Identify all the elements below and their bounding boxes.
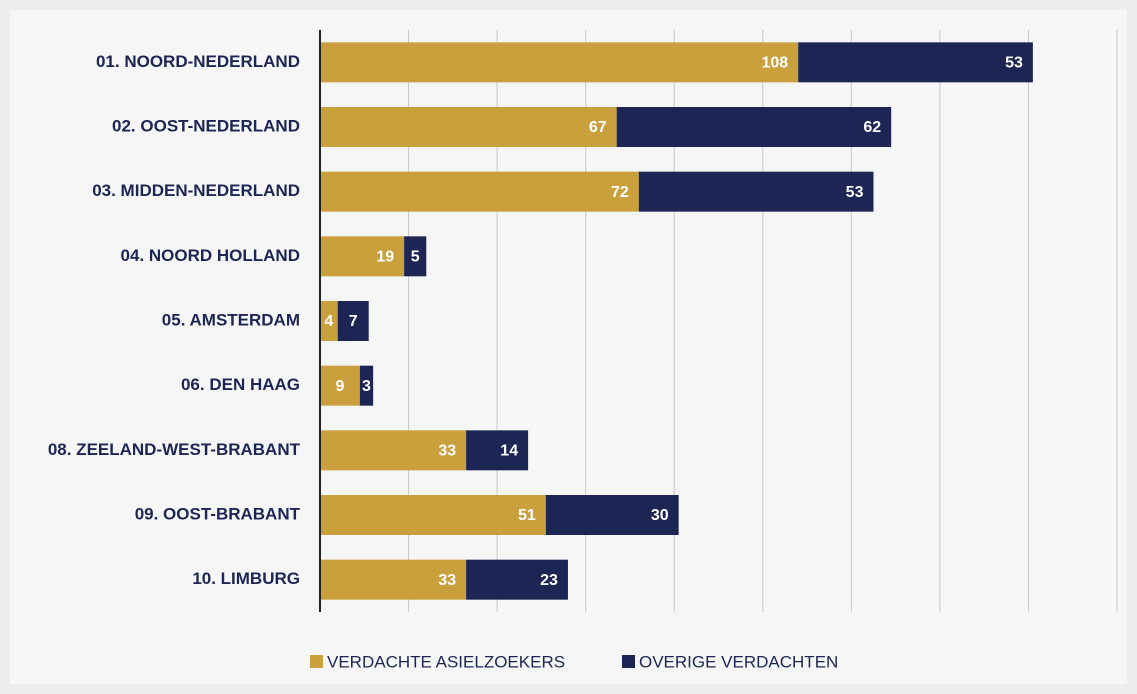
bar-segment	[545, 495, 679, 535]
data-label: 62	[863, 119, 881, 136]
data-label: 67	[589, 119, 607, 136]
bar-segment	[320, 365, 360, 406]
data-label: 108	[761, 55, 788, 72]
data-label: 3	[362, 378, 371, 395]
data-label: 14	[500, 443, 518, 460]
bar-segment	[320, 559, 467, 600]
data-label: 23	[540, 572, 558, 589]
y-tick-label: 08. ZEELAND-WEST-BRABANT	[48, 440, 301, 459]
y-tick-label: 05. AMSTERDAM	[162, 310, 300, 329]
bar-segment	[337, 301, 369, 341]
data-label: 9	[335, 378, 344, 395]
bar-segment	[638, 171, 874, 212]
bar-segment	[320, 42, 799, 83]
y-tick-label: 09. OOST-BRABANT	[135, 504, 301, 523]
bar-segment	[466, 559, 568, 600]
bar-segment	[320, 301, 338, 341]
data-label: 7	[349, 313, 358, 330]
bar-segment	[320, 495, 546, 535]
data-label: 5	[411, 249, 420, 266]
data-label: 33	[438, 572, 456, 589]
data-label: 51	[518, 507, 536, 524]
y-tick-label: 10. LIMBURG	[192, 569, 300, 588]
bar-segment	[359, 365, 374, 406]
bar-segment	[320, 430, 467, 471]
y-tick-label: 04. NOORD HOLLAND	[121, 246, 300, 265]
bar-segment	[616, 107, 892, 147]
data-label: 53	[1005, 55, 1023, 72]
y-tick-label: 02. OOST-NEDERLAND	[112, 116, 300, 135]
data-label: 33	[438, 443, 456, 460]
bar-segment	[466, 430, 529, 471]
legend-swatch	[622, 655, 635, 668]
data-label: 19	[376, 249, 394, 266]
data-label: 53	[846, 184, 864, 201]
data-label: 4	[324, 313, 333, 330]
y-tick-label: 03. MIDDEN-NEDERLAND	[92, 181, 300, 200]
data-label: 72	[611, 184, 629, 201]
bar-segment	[320, 236, 405, 277]
legend-swatch	[310, 655, 323, 668]
bar-segment	[320, 171, 639, 212]
bar-segment	[320, 107, 617, 147]
bar-segment	[798, 42, 1033, 83]
y-tick-label: 06. DEN HAAG	[181, 375, 300, 394]
legend-label: OVERIGE VERDACHTEN	[639, 652, 838, 671]
bar-segment	[404, 236, 427, 277]
data-label: 30	[651, 507, 669, 524]
y-tick-label: 01. NOORD-NEDERLAND	[96, 52, 300, 71]
legend-label: VERDACHTE ASIELZOEKERS	[327, 652, 565, 671]
